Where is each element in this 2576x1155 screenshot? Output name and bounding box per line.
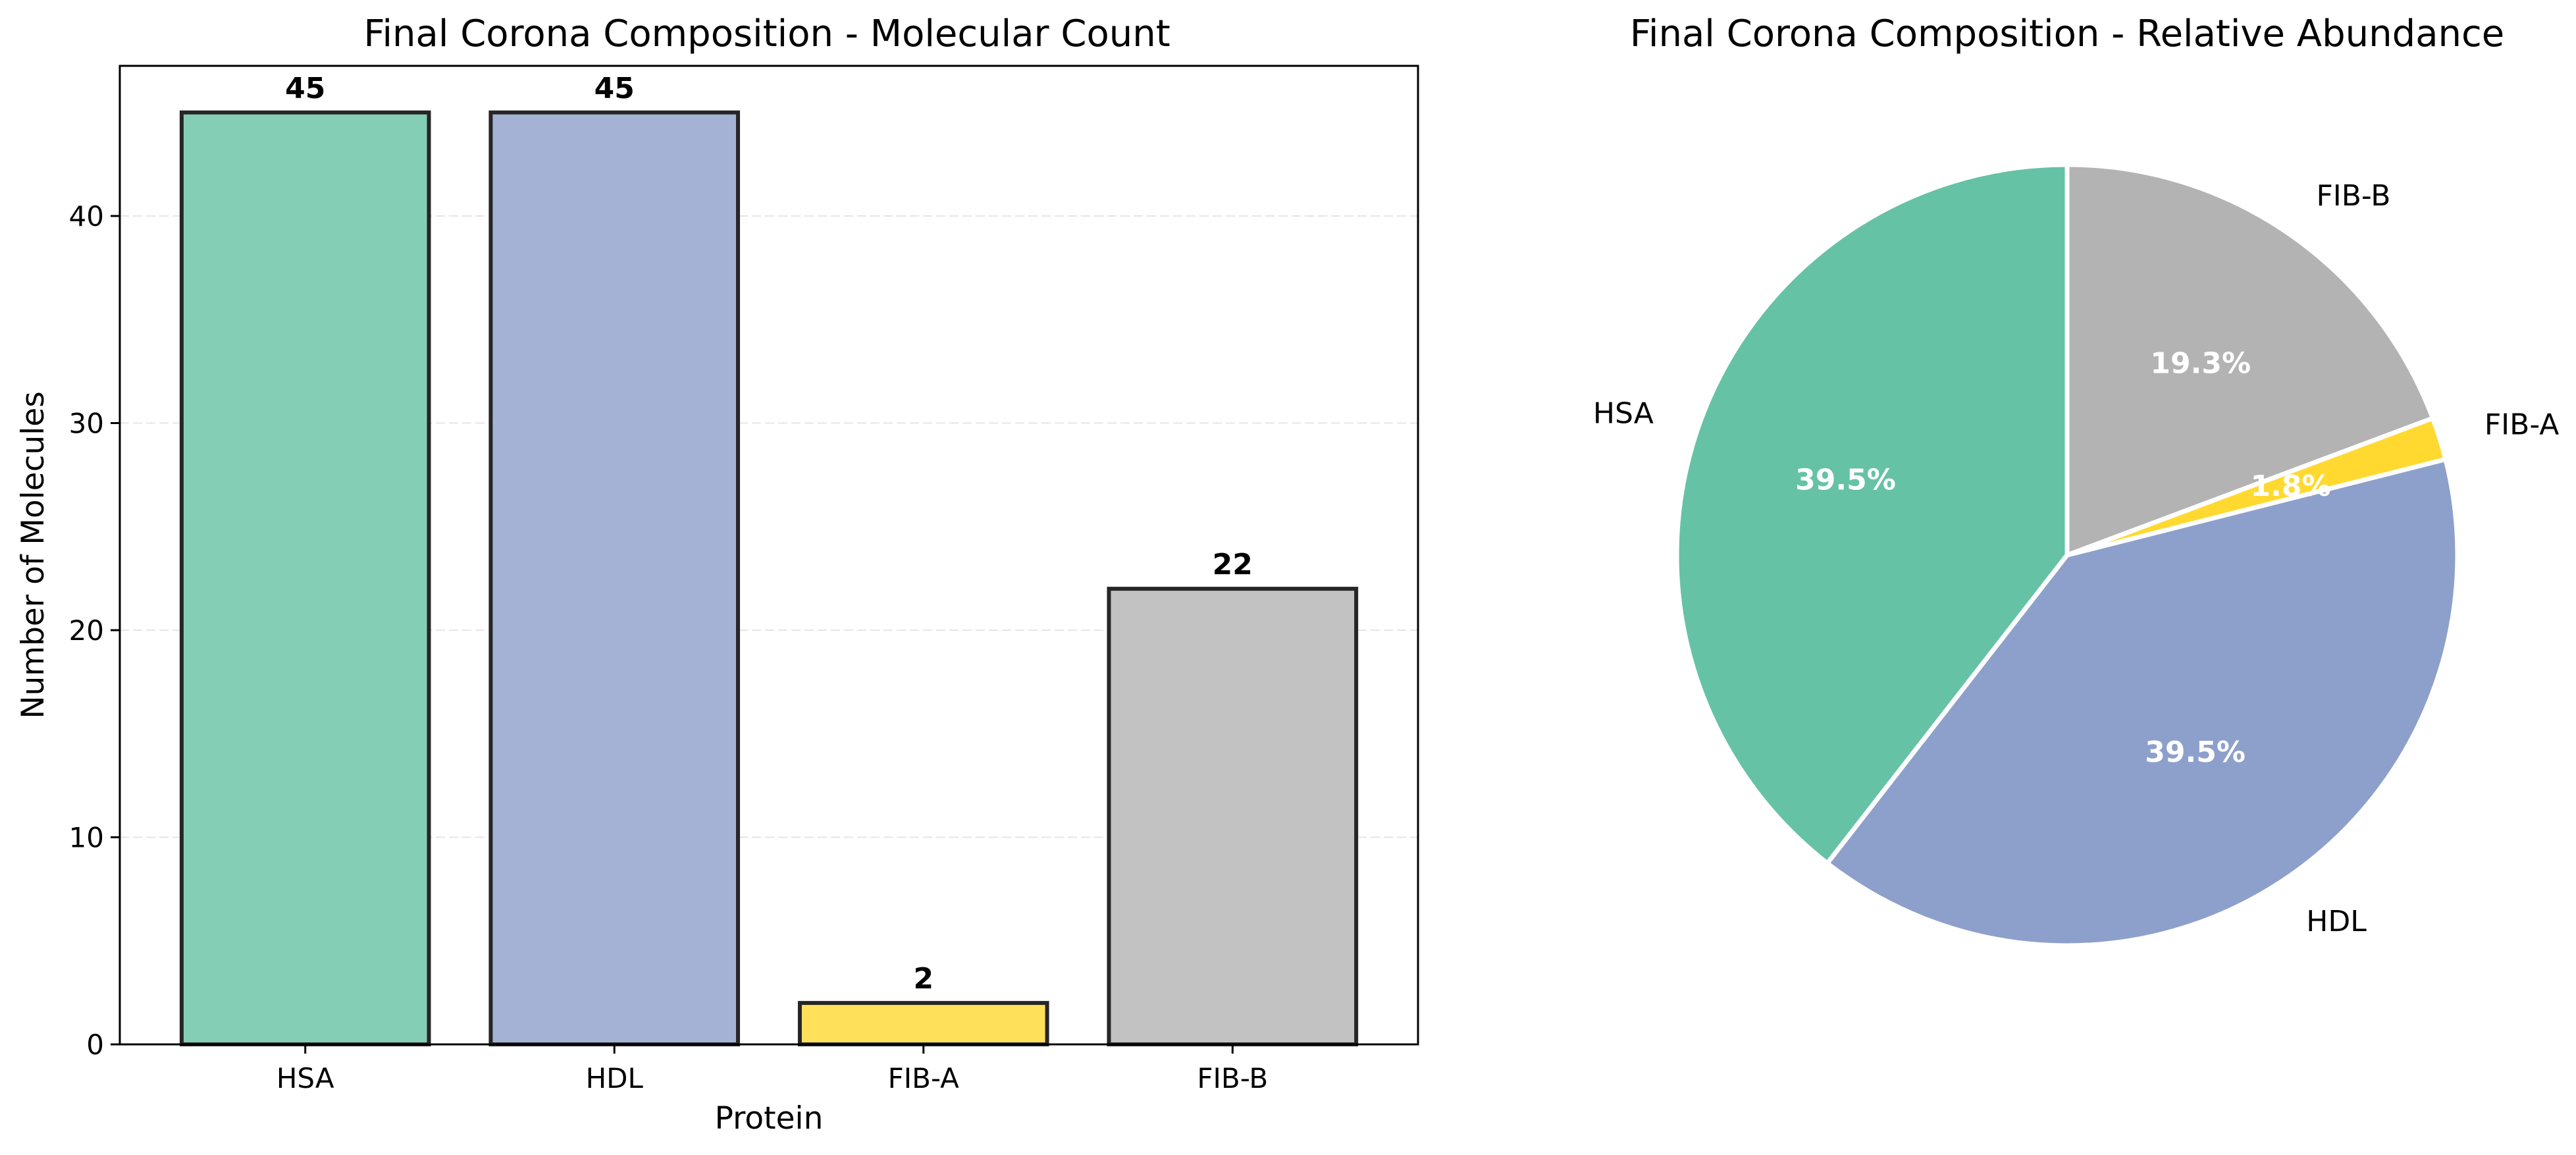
bar-value-label-fib-a: 2 (913, 962, 933, 996)
pie-slice-hsa (1674, 162, 2070, 866)
pie-chart: Final Corona Composition - Relative Abun… (1593, 13, 2559, 948)
bar-x-axis-ticks: HSA HDL FIB-A FIB-B (276, 1044, 1268, 1094)
pie-category-labels: HSA HDL FIB-A FIB-B (1593, 179, 2559, 938)
bar-fib-a (797, 1001, 1049, 1047)
bar-y-axis-ticks: 0 10 20 30 40 (69, 200, 120, 1061)
pie-chart-title: Final Corona Composition - Relative Abun… (1630, 13, 2505, 55)
y-tick-label-30: 30 (69, 408, 104, 440)
y-tick-label-10: 10 (69, 822, 104, 854)
bar-hdl (488, 110, 741, 1046)
x-tick-label-fib-b: FIB-B (1197, 1062, 1268, 1094)
bar-plot-frame (118, 65, 1419, 1046)
pie-label-fib-a: FIB-A (2484, 408, 2559, 442)
pie-label-fib-b: FIB-B (2316, 179, 2390, 213)
bar-value-label-hsa: 45 (285, 72, 325, 105)
bar-value-label-fib-b: 22 (1213, 548, 1253, 581)
pie-percent-hdl: 39.5% (2145, 736, 2246, 769)
pie-percent-hsa: 39.5% (1795, 463, 1896, 497)
y-tick-label-20: 20 (69, 614, 104, 647)
bar-fib-b (1107, 587, 1359, 1046)
pie-label-hsa: HSA (1593, 396, 1654, 430)
y-tick-label-0: 0 (86, 1029, 104, 1061)
bar-value-label-hdl: 45 (594, 72, 635, 105)
pie-label-hdl: HDL (2306, 905, 2367, 938)
pie-slice-fib-b (2064, 162, 2435, 558)
bar-x-axis-label: Protein (715, 1100, 824, 1137)
x-tick-label-hdl: HDL (586, 1062, 644, 1094)
pie-percent-fib-b: 19.3% (2150, 347, 2251, 381)
pie-percent-labels: 39.5% 39.5% 1.8% 19.3% (1795, 347, 2330, 769)
pie-slice-hdl (1825, 456, 2460, 948)
bar-chart-title: Final Corona Composition - Molecular Cou… (363, 13, 1170, 55)
y-tick-label-40: 40 (69, 200, 104, 232)
bar-hsa (179, 110, 431, 1046)
pie-slices (1674, 162, 2460, 948)
bar-series (179, 110, 1359, 1047)
bar-y-axis-label: Number of Molecules (15, 391, 51, 718)
pie-percent-fib-a: 1.8% (2251, 470, 2331, 503)
x-tick-label-hsa: HSA (276, 1062, 334, 1094)
bar-chart: Final Corona Composition - Molecular Cou… (15, 13, 1419, 1137)
x-tick-label-fib-a: FIB-A (888, 1062, 960, 1094)
